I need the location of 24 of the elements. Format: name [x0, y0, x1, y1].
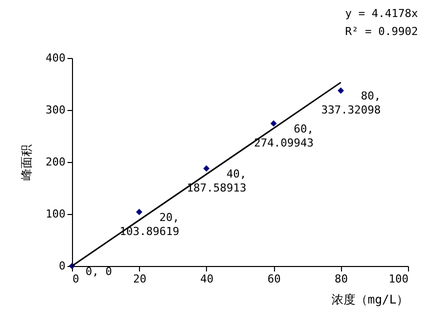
x-axis-title: 浓度（mg/L）	[332, 292, 408, 306]
y-tick-label: 300	[46, 104, 66, 116]
data-label: 60, 274.09943	[254, 122, 314, 150]
y-tick-label: 200	[46, 156, 66, 168]
point	[203, 165, 210, 172]
point	[270, 120, 277, 127]
y-axis-title: 峰面积	[20, 144, 34, 180]
point	[136, 208, 142, 216]
x-tick-label: 20	[133, 272, 146, 286]
point	[338, 87, 344, 94]
x-tick-label: 100	[388, 272, 408, 286]
y-tick-label: 400	[46, 52, 66, 64]
x-tick-label: 0	[72, 272, 80, 286]
data-label: 40, 187.58913	[186, 167, 246, 194]
data-label: 20, 103.89619	[120, 210, 180, 238]
text: y = 4.4178x	[345, 7, 418, 20]
x-tick-label: 80	[334, 272, 348, 286]
x-tick-label: 60	[267, 272, 281, 286]
data-label: 0, 0	[86, 265, 112, 278]
x-tick-label: 40	[200, 272, 214, 286]
y-tick-label: 100	[46, 208, 66, 220]
text: R² = 0.9902	[345, 25, 418, 38]
data-label: 80, 337.32098	[321, 90, 381, 117]
y-tick-label: 0	[58, 260, 66, 272]
